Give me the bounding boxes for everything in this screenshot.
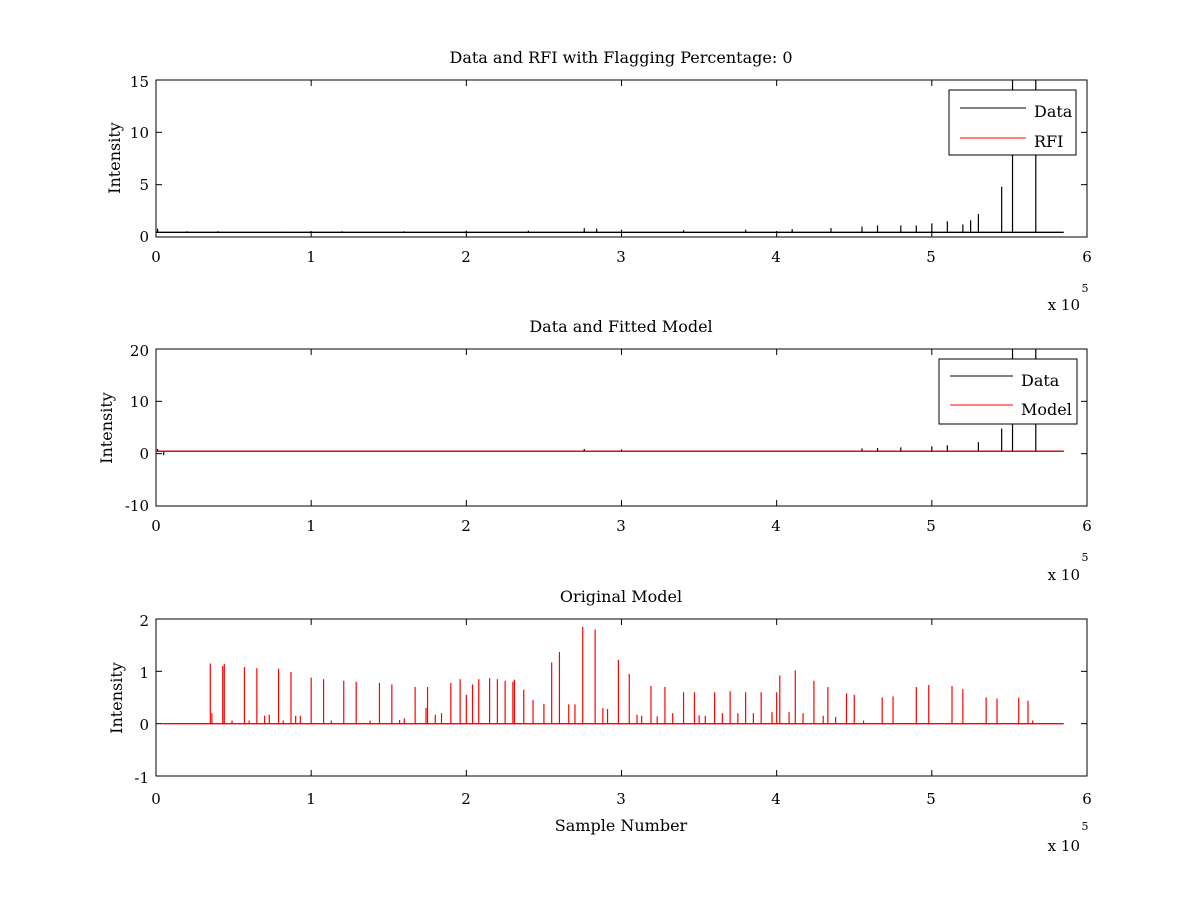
x-tick-label: 5 <box>926 517 936 535</box>
x-tick-label: 2 <box>461 517 471 535</box>
x-tick-label: 3 <box>616 790 626 808</box>
legend-box <box>938 358 1078 425</box>
x-tick-label: 4 <box>771 248 781 266</box>
plot-area <box>155 618 1088 777</box>
y-tick-label: -1 <box>134 769 149 787</box>
x-axis-multiplier-exponent: 5 <box>1082 820 1089 833</box>
tick-marks <box>155 79 1088 238</box>
chart-title: Data and Fitted Model <box>529 317 712 336</box>
x-tick-label: 5 <box>926 790 936 808</box>
x-tick-labels: 0 1 2 3 4 5 6 <box>151 517 1092 535</box>
x-tick-label: 1 <box>306 517 316 535</box>
y-tick-labels: -10 0 10 20 <box>125 342 149 515</box>
legend-label-rfi: RFI <box>1034 132 1063 151</box>
y-tick-label: 5 <box>139 176 149 194</box>
y-tick-label: 0 <box>139 228 149 246</box>
x-axis-multiplier: x 10 <box>1048 837 1080 855</box>
y-tick-label: 0 <box>139 716 149 734</box>
y-tick-label: 1 <box>139 664 149 682</box>
panel-original-model: Original Model 0 1 2 3 4 5 6 -1 0 1 2 In… <box>107 587 1092 855</box>
x-tick-label: 0 <box>151 517 161 535</box>
y-axis-label: Intensity <box>107 662 126 734</box>
x-tick-label: 5 <box>926 248 936 266</box>
y-tick-labels: 0 5 10 15 <box>130 73 149 246</box>
x-tick-label: 1 <box>306 248 316 266</box>
chart-title: Original Model <box>560 587 682 606</box>
y-tick-label: 2 <box>139 612 149 630</box>
x-tick-labels: 0 1 2 3 4 5 6 <box>151 790 1092 808</box>
chart-title: Data and RFI with Flagging Percentage: 0 <box>449 48 792 67</box>
panel-data-rfi: Data and RFI with Flagging Percentage: 0… <box>105 48 1092 314</box>
x-tick-label: 3 <box>616 248 626 266</box>
x-tick-label: 0 <box>151 790 161 808</box>
y-axis-label: Intensity <box>97 392 116 464</box>
y-tick-label: 20 <box>130 342 149 360</box>
x-tick-label: 2 <box>461 790 471 808</box>
legend-label-model: Model <box>1021 400 1072 419</box>
plot-area <box>155 348 1088 507</box>
legend: Data Model <box>938 358 1078 425</box>
x-tick-label: 3 <box>616 517 626 535</box>
x-tick-label: 4 <box>771 790 781 808</box>
y-tick-labels: -1 0 1 2 <box>134 612 149 787</box>
x-tick-label: 6 <box>1082 790 1092 808</box>
tick-marks <box>155 348 1088 507</box>
plot-area <box>155 79 1088 238</box>
x-tick-label: 6 <box>1082 248 1092 266</box>
y-tick-label: 0 <box>139 445 149 463</box>
legend-label-data: Data <box>1034 102 1073 121</box>
y-axis-label: Intensity <box>105 122 124 194</box>
x-axis-multiplier-exponent: 5 <box>1082 551 1089 564</box>
x-axis-multiplier: x 10 <box>1048 296 1080 314</box>
legend: Data RFI <box>948 89 1077 156</box>
legend-box <box>948 89 1077 156</box>
legend-label-data: Data <box>1021 371 1060 390</box>
x-tick-label: 1 <box>306 790 316 808</box>
y-tick-label: -10 <box>125 497 149 515</box>
plot-marks <box>162 626 1064 725</box>
y-tick-label: 10 <box>130 393 149 411</box>
tick-marks <box>155 618 1088 777</box>
y-tick-label: 10 <box>130 124 149 142</box>
y-tick-label: 15 <box>130 73 149 91</box>
panel-data-model: Data and Fitted Model 0 1 2 3 4 5 6 -10 … <box>97 317 1092 584</box>
x-tick-label: 2 <box>461 248 471 266</box>
x-axis-multiplier-exponent: 5 <box>1082 282 1089 295</box>
x-tick-label: 4 <box>771 517 781 535</box>
x-tick-labels: 0 1 2 3 4 5 6 <box>151 248 1092 266</box>
x-tick-label: 0 <box>151 248 161 266</box>
x-axis-multiplier: x 10 <box>1048 566 1080 584</box>
x-tick-label: 6 <box>1082 517 1092 535</box>
x-axis-label: Sample Number <box>555 816 688 835</box>
